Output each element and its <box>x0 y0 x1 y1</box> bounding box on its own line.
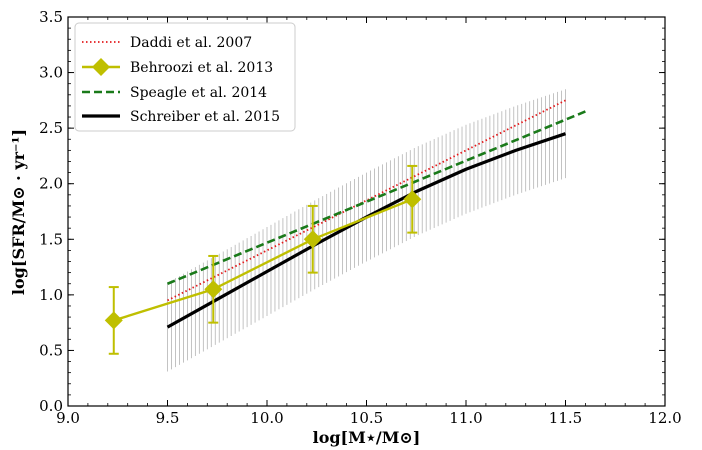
y-tick-label: 1.5 <box>39 230 63 248</box>
tick-layer: 9.0 9.5 10.0 10.5 11.0 11.5 12.0 0.0 0.5 1.0 1.5 2.… <box>39 8 682 427</box>
y-tick-label: 1.0 <box>39 286 63 304</box>
series-layer <box>104 99 586 355</box>
x-tick-label: 9.0 <box>56 409 80 427</box>
x-tick-label: 10.0 <box>250 409 283 427</box>
x-axis-title: log[M⋆/M⊙] <box>313 428 421 447</box>
behroozi-point <box>204 280 223 299</box>
x-tick-label: 10.5 <box>350 409 383 427</box>
y-tick-label: 0.0 <box>39 397 63 415</box>
y-tick-label: 3.0 <box>39 64 63 82</box>
behroozi-point <box>303 230 322 249</box>
legend: Daddi et al. 2007 Behroozi et al. 2013 S… <box>74 22 296 132</box>
legend-label-speagle: Speagle et al. 2014 <box>130 85 267 101</box>
x-tick-label: 11.0 <box>449 409 482 427</box>
legend-label-schreiber: Schreiber et al. 2015 <box>130 109 280 125</box>
legend-label-daddi: Daddi et al. 2007 <box>130 35 252 51</box>
y-axis-title: log[SFR/M⊙ · yr⁻¹] <box>9 129 28 295</box>
series-behroozi-line <box>113 198 413 322</box>
behroozi-point <box>403 190 422 209</box>
x-tick-label: 9.5 <box>156 409 180 427</box>
y-tick-label: 2.5 <box>39 119 63 137</box>
y-tick-label: 3.5 <box>39 8 63 26</box>
legend-marker-behroozi <box>92 58 110 76</box>
x-tick-label: 11.5 <box>549 409 582 427</box>
x-tick-label: 12.0 <box>648 409 681 427</box>
legend-box <box>74 22 296 132</box>
y-tick-label: 2.0 <box>39 175 63 193</box>
series-speagle-line <box>167 110 586 285</box>
behroozi-point <box>104 311 123 330</box>
y-tick-label: 0.5 <box>39 341 63 359</box>
legend-label-behroozi: Behroozi et al. 2013 <box>130 60 273 76</box>
